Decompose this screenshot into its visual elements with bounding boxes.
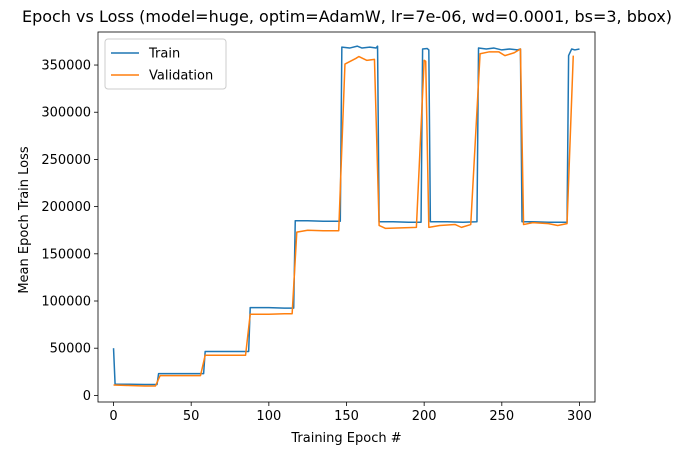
legend: Train Validation — [104, 38, 227, 90]
y-tick-label-100000: 100000 — [41, 295, 91, 310]
y-tick-label-0: 0 — [83, 389, 91, 404]
legend-label-validation: Validation — [149, 69, 213, 84]
x-tick-label-100: 100 — [256, 409, 281, 424]
x-axis-label: Training Epoch # — [290, 431, 401, 446]
y-tick-label-200000: 200000 — [41, 200, 91, 215]
plot-area: 0 50 100 150 200 250 300 0 50000 100000 150000 2000… — [41, 31, 596, 424]
chart-title: Epoch vs Loss (model=huge, optim=AdamW, … — [22, 7, 672, 26]
x-tick-label-300: 300 — [567, 409, 592, 424]
y-tick-label-300000: 300000 — [41, 106, 91, 121]
x-tick-label-200: 200 — [412, 409, 437, 424]
x-tick-label-150: 150 — [334, 409, 359, 424]
y-tick-label-350000: 350000 — [41, 59, 91, 74]
legend-label-train: Train — [148, 47, 180, 62]
y-tick-label-150000: 150000 — [41, 247, 91, 262]
x-tick-label-250: 250 — [489, 409, 514, 424]
legend-box — [104, 38, 227, 90]
y-axis-label: Mean Epoch Train Loss — [17, 146, 32, 294]
y-tick-label-250000: 250000 — [41, 153, 91, 168]
series-line-validation — [113, 48, 575, 387]
x-tick-label-50: 50 — [183, 409, 200, 424]
x-tick-label-0: 0 — [109, 409, 117, 424]
y-tick-label-50000: 50000 — [50, 342, 91, 357]
